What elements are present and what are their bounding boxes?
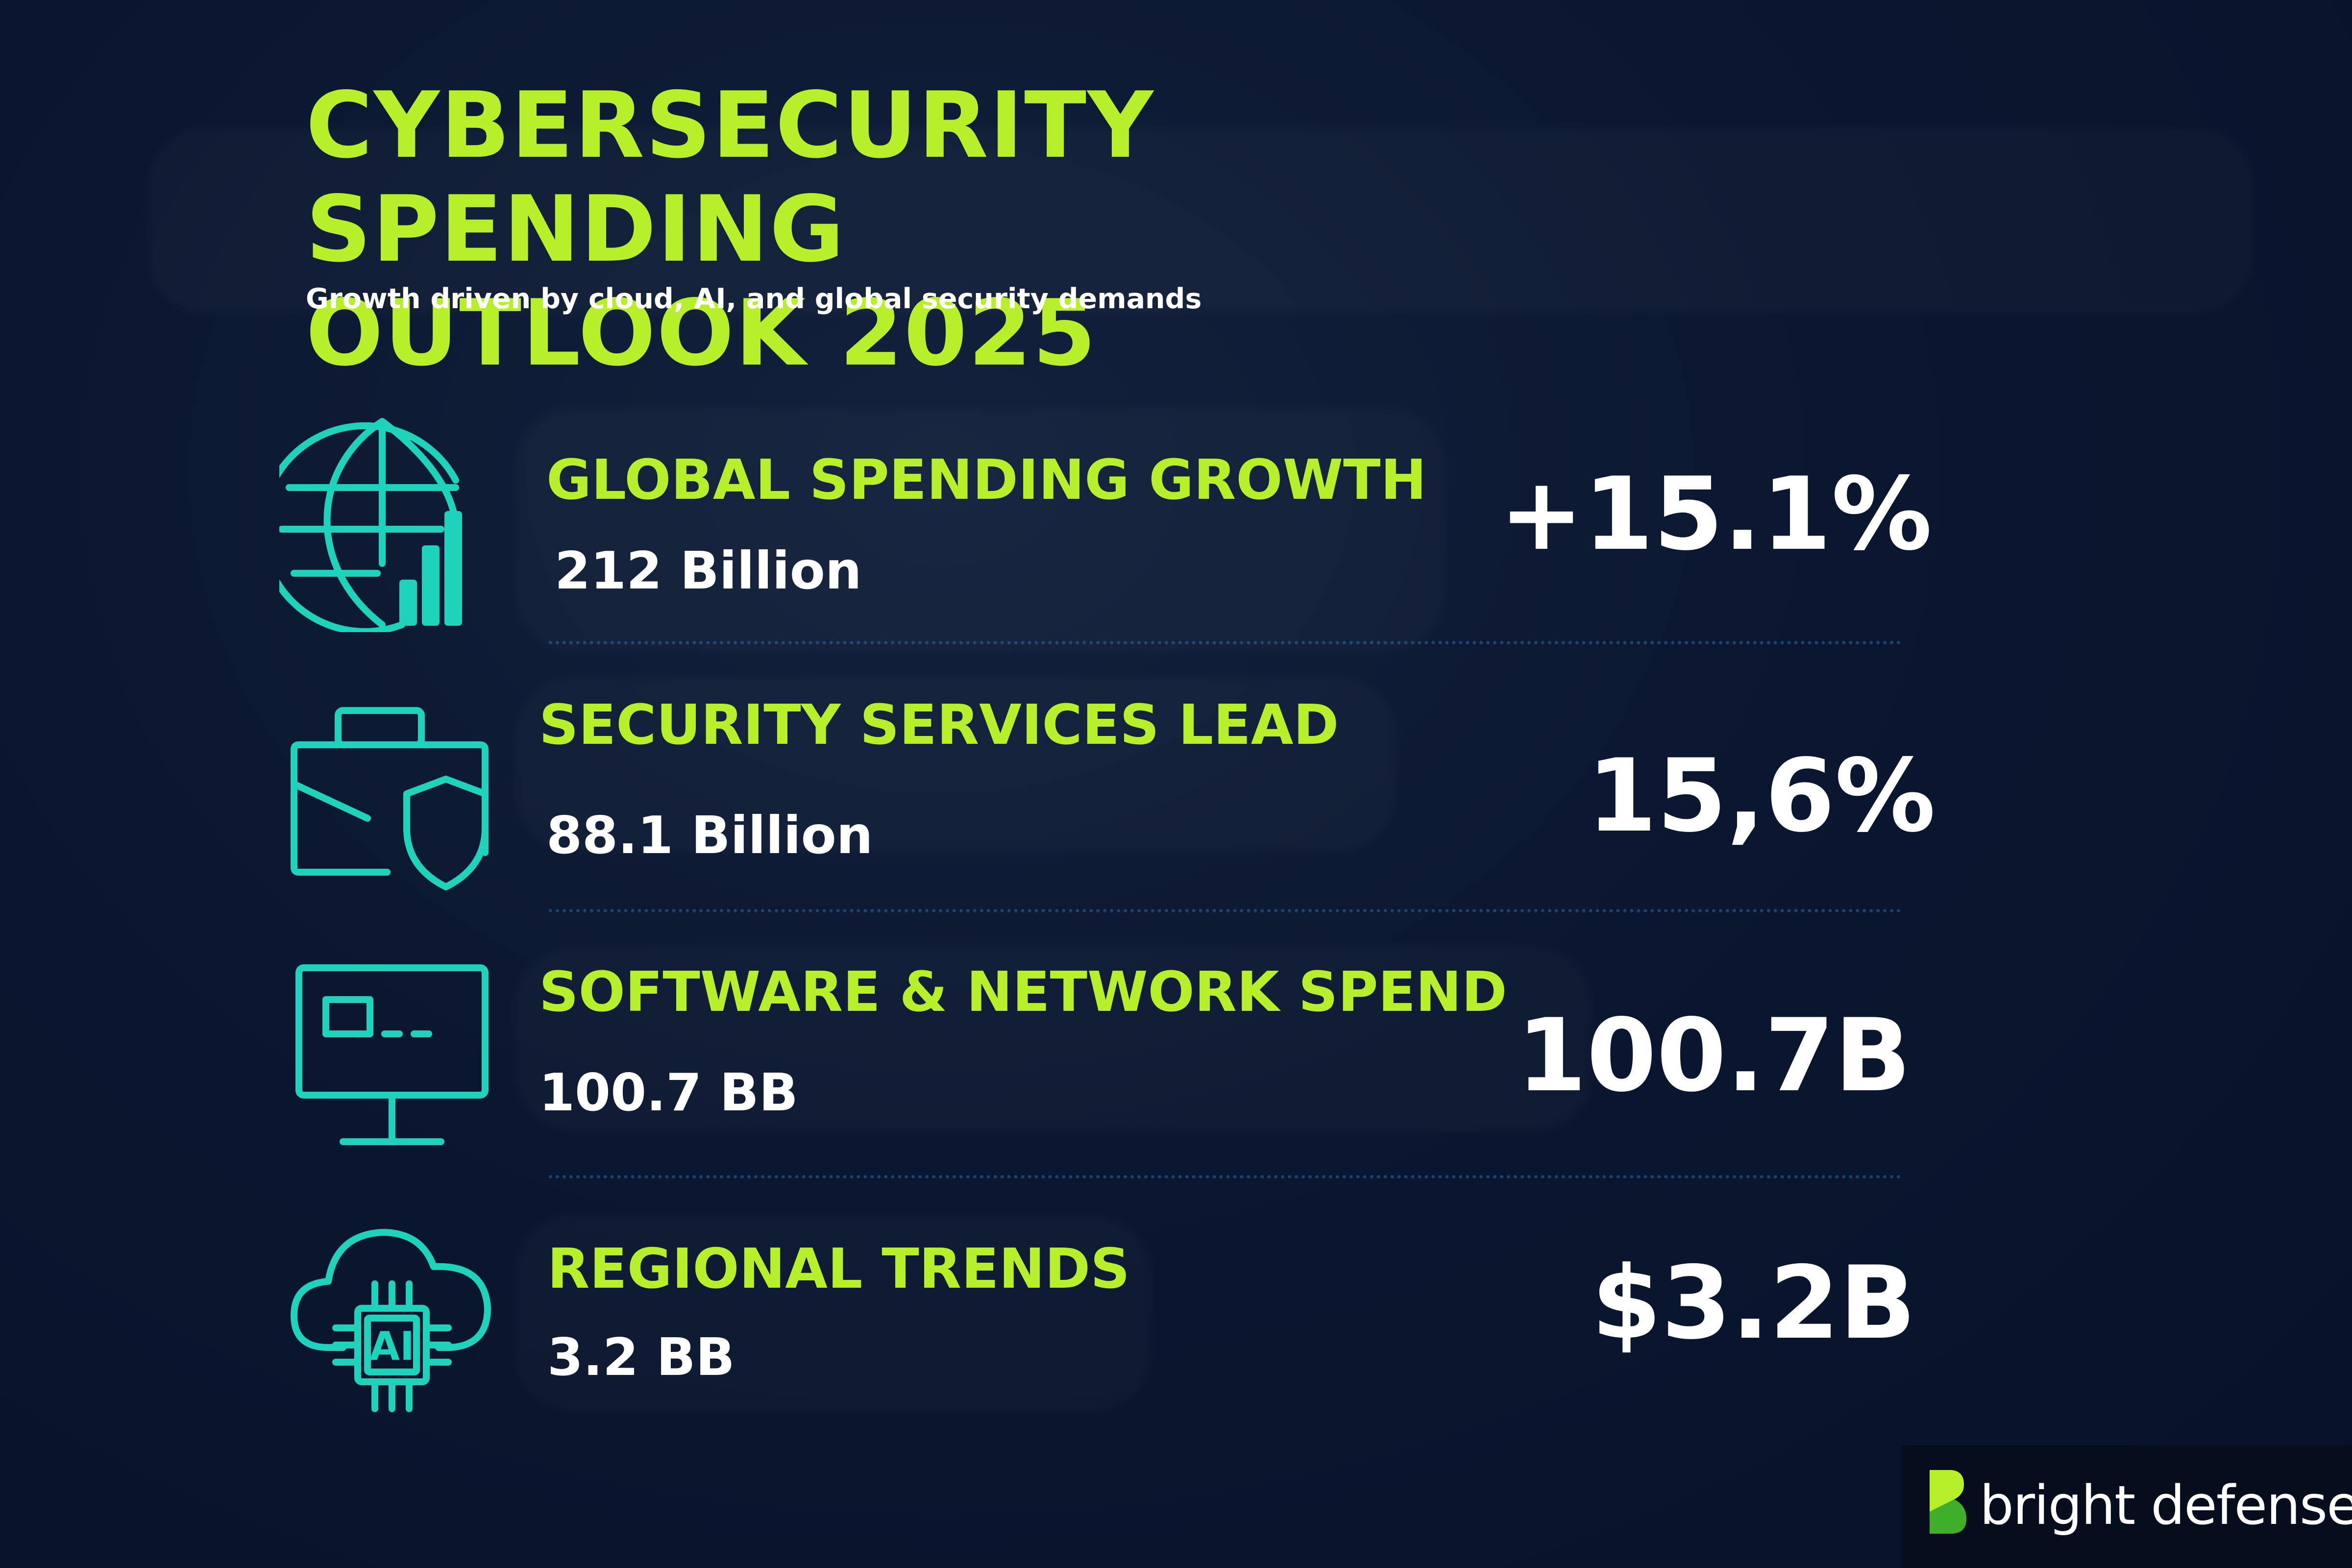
globe-chart-icon [279,416,485,632]
page-subtitle: Growth driven by cloud, AI, and global s… [306,283,1202,315]
divider [549,1175,1901,1178]
stat-sub: 212 Billion [555,541,862,601]
stat-row-security-services: SECURITY SERVICES LEAD 88.1 Billion 15,6… [0,0,2352,890]
stat-sub: 88.1 Billion [546,806,873,865]
title-line-1: CYBERSECURITY SPENDING [306,72,1154,282]
chip-label: AI [369,1323,415,1369]
divider [549,641,1901,644]
bright-defense-logo-icon [1920,1465,1969,1541]
stat-sub: 3.2 BB [547,1327,735,1387]
stat-row-global-spending: GLOBAL SPENDING GROWTH 212 Billion +15.1… [0,0,2352,632]
title-line-2: OUTLOOK 2025 [306,280,1097,386]
background-glow [514,407,1446,652]
divider [549,909,1901,912]
cloud-ai-chip-icon: AI [289,1215,495,1416]
stat-label: REGIONAL TRENDS [547,1237,1130,1301]
stat-row-software-network: SOFTWARE & NETWORK SPEND 100.7 BB 100.7B [0,0,2352,1145]
stat-label: SOFTWARE & NETWORK SPEND [539,960,1507,1024]
stat-value: 15,6% [1587,738,1936,855]
stat-label: SECURITY SERVICES LEAD [539,693,1339,757]
brand-name: bright defense [1980,1474,2352,1537]
briefcase-shield-icon [289,706,495,892]
monitor-icon [294,963,490,1149]
page-title: CYBERSECURITY SPENDING OUTLOOK 2025 [306,74,1629,385]
stat-value: +15.1% [1499,456,1932,573]
stat-value: 100.7B [1517,998,1911,1114]
stat-sub: 100.7 BB [539,1063,798,1123]
brand-badge: bright defense [1901,1446,2352,1568]
stat-value: $3.2B [1591,1245,1916,1362]
stat-label: GLOBAL SPENDING GROWTH [546,448,1427,512]
stat-row-regional-trends: AI REGIONAL TRENDS 3.2 BB $3.2B [0,0,2352,1412]
